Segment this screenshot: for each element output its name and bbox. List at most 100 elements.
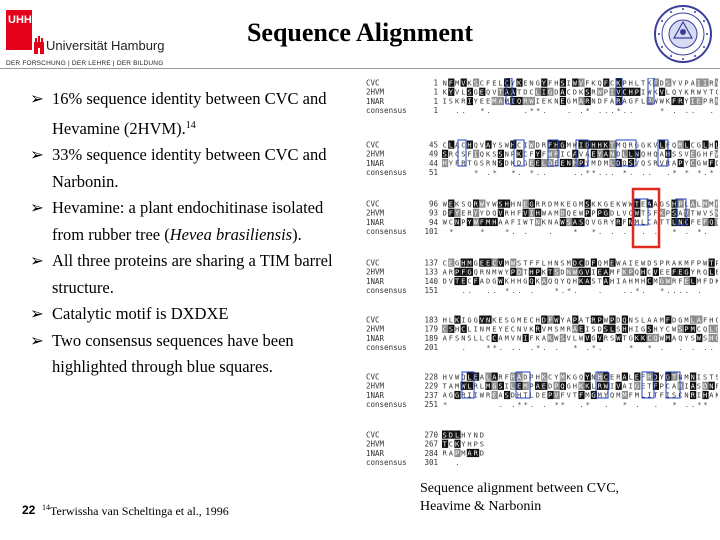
residue-glyph: S	[672, 392, 676, 400]
consensus-mark: .	[703, 228, 707, 236]
residue-glyph: P	[598, 316, 602, 324]
residue-glyph: V	[480, 316, 485, 324]
conservation-shade	[454, 448, 461, 458]
residue-glyph: T	[610, 141, 615, 149]
consensus-mark: .	[604, 401, 608, 409]
conservation-shade	[634, 199, 641, 208]
residue-glyph: S	[560, 335, 564, 343]
residue-glyph: E	[523, 316, 527, 324]
university-logo: UHH Universität Hamburg DER FORSCHUNG | …	[6, 10, 166, 70]
residue-glyph: N	[684, 392, 688, 400]
residue-glyph: M	[684, 316, 688, 324]
residue-glyph: I	[505, 383, 509, 391]
residue-glyph: E	[480, 259, 484, 267]
residue-glyph: S	[647, 160, 651, 168]
conservation-shade	[714, 333, 718, 343]
residue-glyph: C	[443, 326, 447, 334]
residue-number: 201	[424, 343, 438, 352]
residue-glyph: V	[598, 335, 603, 343]
consensus-mark: .	[623, 107, 627, 115]
residue-glyph: S	[560, 79, 564, 87]
conservation-shade	[448, 87, 455, 96]
residue-glyph: E	[567, 200, 571, 208]
conservation-shade	[609, 140, 616, 149]
residue-glyph: L	[536, 89, 540, 97]
residue-glyph: W	[573, 141, 578, 149]
conservation-shade	[615, 381, 622, 390]
conservation-shade	[559, 217, 566, 227]
castle-icon	[34, 36, 44, 54]
conservation-shade	[491, 390, 498, 400]
conservation-shade	[683, 276, 690, 286]
consensus-mark: .	[623, 287, 627, 295]
conservation-shade	[609, 87, 616, 96]
residue-glyph: K	[635, 335, 640, 343]
residue-number: 237	[424, 391, 438, 400]
residue-glyph: G	[678, 316, 682, 324]
residue-glyph: R	[474, 383, 479, 391]
footnote: 14Terwissha van Scheltinga et al., 1996	[42, 503, 229, 519]
conservation-shade	[497, 199, 504, 208]
residue-glyph: M	[517, 316, 521, 324]
residue-glyph: W	[554, 316, 559, 324]
residue-glyph: A	[480, 278, 485, 286]
conservation-shade	[559, 158, 566, 168]
institution-seal-icon	[654, 5, 712, 63]
conservation-shade	[640, 267, 647, 276]
residue-glyph: C	[610, 79, 614, 87]
residue-glyph: I	[610, 89, 614, 97]
conservation-shade	[597, 87, 604, 96]
consensus-mark: .	[679, 287, 683, 295]
residue-glyph: I	[703, 79, 707, 87]
conservation-shade	[497, 158, 504, 168]
bullet-text: 33% sequence identity between CVC and Na…	[52, 145, 327, 191]
conservation-shade	[460, 78, 467, 87]
residue-glyph: Q	[492, 210, 496, 218]
residue-glyph: T	[443, 383, 448, 391]
residue-glyph: T	[498, 89, 503, 97]
residue-glyph: F	[449, 335, 453, 343]
residue-glyph: H	[536, 210, 540, 218]
residue-glyph: S	[498, 200, 502, 208]
conservation-shade	[448, 430, 455, 439]
residue-glyph: K	[560, 200, 565, 208]
consensus-mark: .	[517, 169, 521, 177]
residue-glyph: A	[697, 316, 702, 324]
residue-glyph: L	[449, 316, 453, 324]
alignment-figure: CVC 1 N F M V K S C F E L C Y K E N G Y F H S I W V F K Q F C K P H L T K F D…	[366, 78, 718, 467]
residue-glyph: M	[455, 383, 459, 391]
consensus-mark: *	[480, 228, 484, 236]
residue-glyph: K	[536, 278, 541, 286]
residue-glyph: F	[480, 219, 484, 227]
residue-glyph: Q	[672, 141, 676, 149]
residue-glyph: T	[529, 219, 534, 227]
residue-glyph: F	[635, 98, 639, 106]
residue-glyph: L	[697, 200, 701, 208]
consensus-mark: .	[579, 401, 583, 409]
residue-glyph: Y	[455, 210, 460, 218]
residue-glyph: L	[691, 316, 695, 324]
residue-glyph: M	[548, 326, 552, 334]
residue-glyph: Y	[474, 98, 479, 106]
consensus-mark: *	[592, 344, 596, 352]
residue-glyph: R	[616, 98, 621, 106]
consensus-mark: .	[629, 169, 633, 177]
residue-glyph: W	[660, 335, 665, 343]
residue-glyph: G	[635, 141, 639, 149]
residue-glyph: F	[455, 160, 459, 168]
consensus-mark: .	[629, 287, 633, 295]
residue-glyph: E	[666, 269, 670, 277]
residue-glyph: H	[443, 373, 447, 381]
residue-glyph: T	[641, 210, 646, 218]
conservation-shade	[578, 267, 585, 276]
conservation-shade	[621, 149, 628, 158]
consensus-mark: *	[672, 401, 676, 409]
consensus-mark: *	[530, 107, 534, 115]
residue-glyph: R	[709, 98, 714, 106]
conservation-shade	[714, 199, 718, 208]
header-divider	[0, 68, 720, 69]
residue-glyph: N	[505, 151, 509, 159]
residue-glyph: A	[505, 219, 510, 227]
residue-glyph: S	[498, 160, 502, 168]
residue-glyph: G	[467, 269, 471, 277]
